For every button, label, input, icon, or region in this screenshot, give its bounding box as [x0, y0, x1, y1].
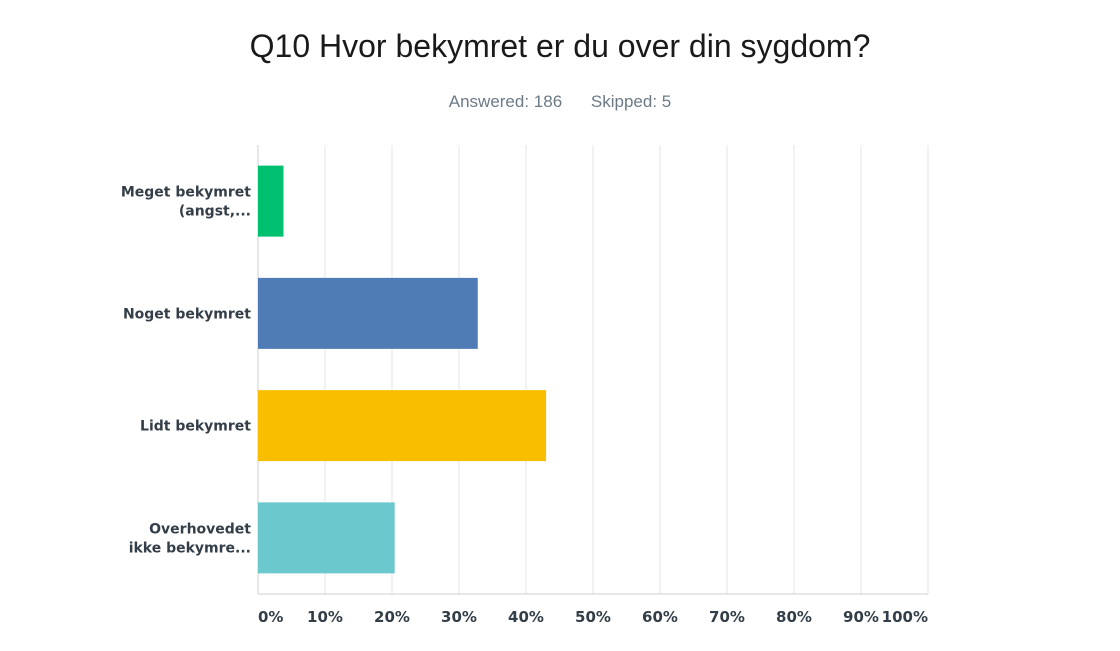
- category-label: ikke bekymre...: [129, 540, 251, 556]
- x-tick-label: 80%: [776, 608, 812, 626]
- answered-count: Answered: 186: [448, 92, 563, 111]
- x-tick-label: 20%: [374, 608, 410, 626]
- bar-4: [258, 502, 395, 574]
- chart-title: Q10 Hvor bekymret er du over din sygdom?: [249, 28, 871, 64]
- bar-3: [258, 390, 547, 462]
- category-label: (angst,...: [179, 204, 251, 220]
- x-tick-label: 30%: [441, 608, 477, 626]
- x-tick-label: 10%: [307, 608, 343, 626]
- category-label: Meget bekymret: [121, 185, 251, 201]
- x-tick-label: 90%: [843, 608, 879, 626]
- x-tick-label: 0%: [258, 608, 283, 626]
- x-tick-label: 60%: [642, 608, 678, 626]
- category-label: Noget bekymret: [123, 306, 251, 322]
- bar-1: [258, 165, 284, 237]
- category-label: Lidt bekymret: [140, 419, 251, 435]
- x-tick-label: 70%: [709, 608, 745, 626]
- skipped-count: Skipped: 5: [590, 92, 672, 111]
- x-tick-label: 40%: [508, 608, 544, 626]
- category-label: Overhovedet: [149, 521, 251, 537]
- x-tick-label: 100%: [882, 608, 928, 626]
- response-summary: Answered: 186 Skipped: 5: [0, 92, 1120, 112]
- bar-2: [258, 277, 478, 349]
- x-tick-label: 50%: [575, 608, 611, 626]
